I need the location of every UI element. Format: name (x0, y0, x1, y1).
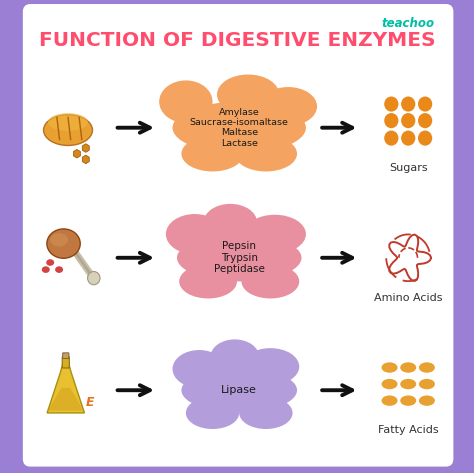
Ellipse shape (204, 204, 257, 241)
Circle shape (418, 113, 432, 128)
Ellipse shape (241, 348, 299, 385)
Ellipse shape (235, 136, 297, 172)
Ellipse shape (166, 214, 224, 254)
Polygon shape (82, 155, 89, 164)
Ellipse shape (177, 234, 301, 281)
Polygon shape (47, 361, 84, 413)
Ellipse shape (419, 379, 435, 389)
Ellipse shape (400, 362, 416, 373)
Polygon shape (82, 144, 89, 152)
Circle shape (418, 131, 432, 146)
Circle shape (384, 131, 399, 146)
Ellipse shape (42, 266, 50, 273)
Ellipse shape (179, 264, 237, 298)
Ellipse shape (186, 397, 239, 429)
Circle shape (401, 96, 415, 112)
Circle shape (401, 131, 415, 146)
Polygon shape (48, 388, 83, 411)
Ellipse shape (48, 113, 88, 131)
Circle shape (401, 113, 415, 128)
Circle shape (384, 113, 399, 128)
Ellipse shape (182, 136, 244, 172)
Ellipse shape (382, 362, 398, 373)
Ellipse shape (173, 350, 226, 388)
Ellipse shape (159, 80, 212, 123)
FancyBboxPatch shape (63, 353, 69, 359)
Ellipse shape (210, 340, 259, 375)
Ellipse shape (217, 74, 279, 114)
Ellipse shape (47, 229, 80, 258)
Ellipse shape (182, 368, 297, 412)
FancyBboxPatch shape (24, 5, 453, 466)
FancyBboxPatch shape (62, 357, 69, 368)
Text: Sugars: Sugars (389, 163, 428, 173)
Ellipse shape (244, 215, 306, 254)
Ellipse shape (241, 264, 299, 298)
Text: Pepsin
Trypsin
Peptidase: Pepsin Trypsin Peptidase (214, 241, 264, 274)
Circle shape (418, 96, 432, 112)
Circle shape (384, 96, 399, 112)
Ellipse shape (400, 379, 416, 389)
Text: teachoo: teachoo (382, 17, 435, 29)
Ellipse shape (382, 395, 398, 406)
Ellipse shape (419, 362, 435, 373)
Polygon shape (73, 149, 81, 158)
Text: E: E (86, 395, 94, 409)
Ellipse shape (46, 259, 54, 266)
Ellipse shape (400, 395, 416, 406)
Text: FUNCTION OF DIGESTIVE ENZYMES: FUNCTION OF DIGESTIVE ENZYMES (39, 31, 435, 50)
Ellipse shape (419, 395, 435, 406)
Text: Lipase: Lipase (221, 385, 257, 395)
Ellipse shape (44, 114, 92, 146)
Text: Amino Acids: Amino Acids (374, 293, 442, 303)
Ellipse shape (55, 266, 63, 273)
Text: Fatty Acids: Fatty Acids (378, 425, 438, 436)
Ellipse shape (239, 397, 292, 429)
Ellipse shape (173, 102, 306, 154)
Ellipse shape (259, 87, 317, 126)
Text: Amylase
Saucrase-isomaltase
Maltase
Lactase: Amylase Saucrase-isomaltase Maltase Lact… (190, 108, 289, 148)
Circle shape (88, 272, 100, 285)
Ellipse shape (382, 379, 398, 389)
Ellipse shape (50, 233, 68, 246)
